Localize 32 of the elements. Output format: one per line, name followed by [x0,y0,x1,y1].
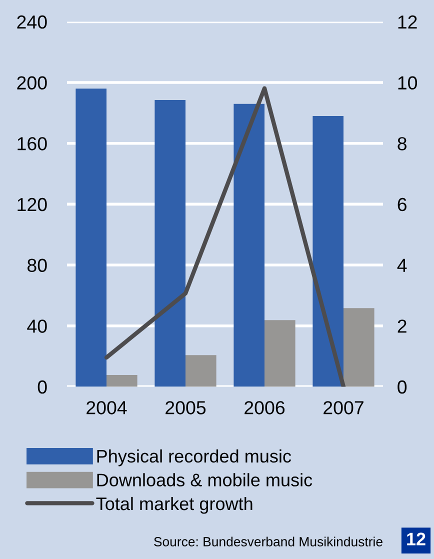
y-tick-label: 0 [38,380,47,394]
bar [76,88,106,387]
y2-tick-label: 12 [398,15,417,28]
y2-tick-label: 4 [397,258,407,272]
y-tick-label: 240 [17,15,47,29]
y2-tick-label: 0 [398,380,407,394]
y-tick-label: 40 [27,320,47,333]
x-tick-label: 2005 [166,401,206,414]
y2-tick-label: 2 [398,320,406,333]
bar [312,116,344,387]
x-tick-label: 2004 [86,401,127,414]
bar [234,104,264,387]
y2-tick-label: 10 [398,76,418,90]
bar [344,308,374,387]
text: 12 [407,532,426,546]
y-tick-label: 200 [17,76,47,90]
y2-tick-label: 8 [398,137,406,150]
y-tick-label: 80 [28,258,47,272]
source-note: Source: Bundesverband Musikindustrie [154,536,382,546]
line-series [104,86,346,387]
y-tick-label: 160 [18,137,47,150]
legend-label: Downloads & mobile music [97,473,312,486]
bar [264,320,296,387]
x-tick-label: 2007 [324,401,364,414]
bar [186,355,216,387]
bar [154,100,186,387]
y-tick-label: 120 [18,198,47,212]
legend-label: Total market growth [96,496,252,514]
x-tick-label: 2006 [244,401,285,414]
legend-label: Physical recorded music [97,449,292,466]
bar [106,374,138,387]
y2-tick-label: 6 [398,198,406,212]
